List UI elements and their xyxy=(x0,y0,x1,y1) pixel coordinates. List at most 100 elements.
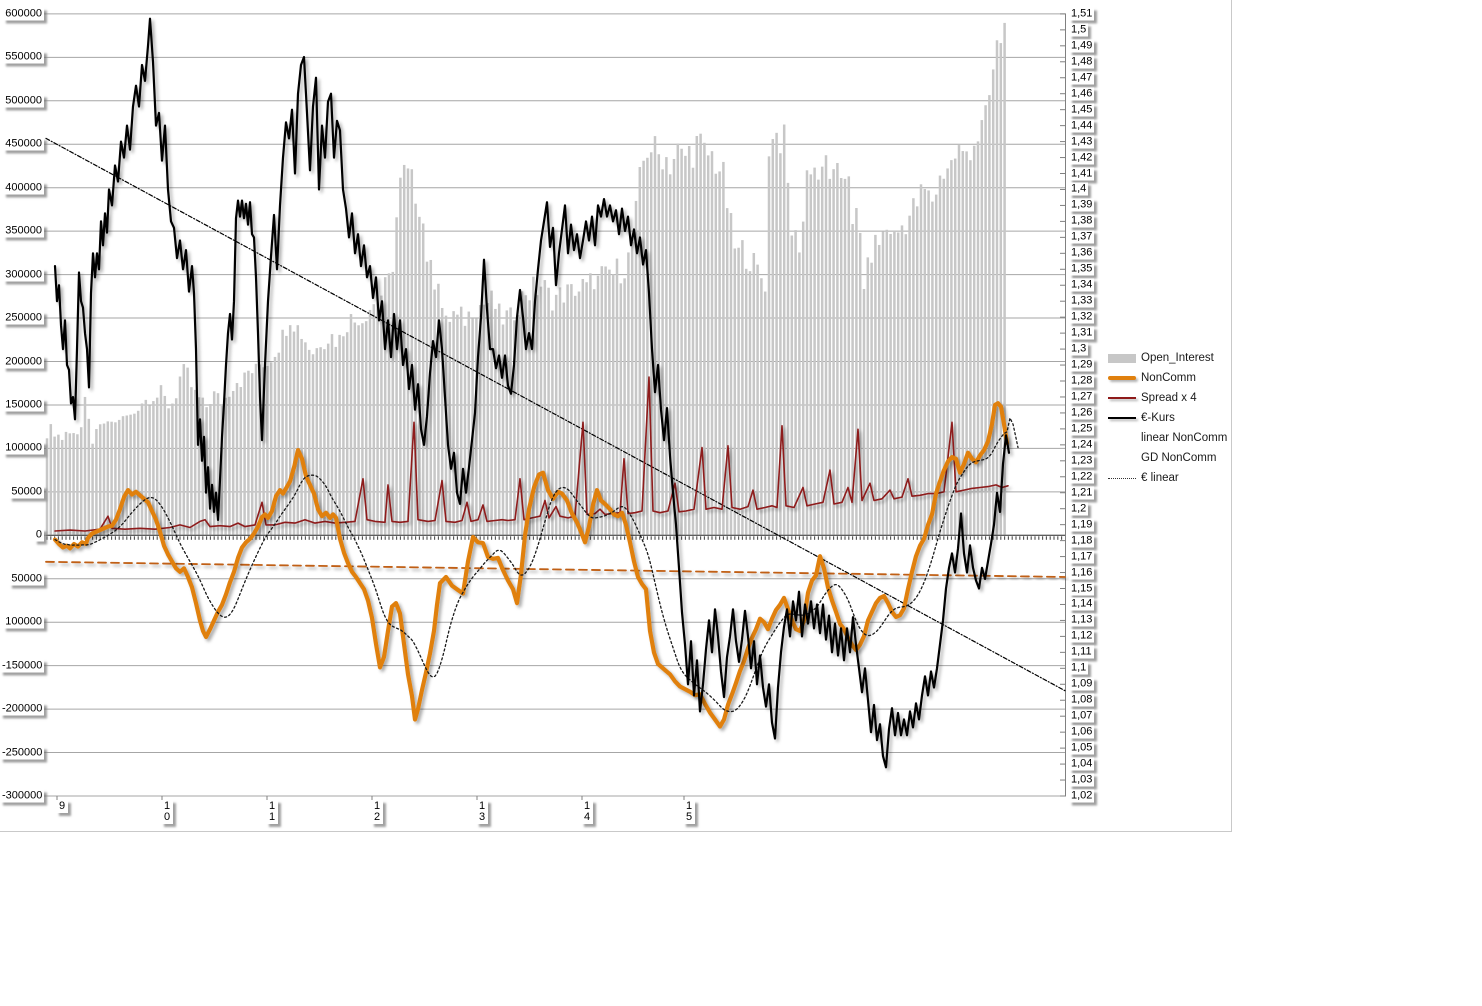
right-axis-tick-label: 1,39 xyxy=(1069,198,1095,212)
right-axis-tick-label: 1,5 xyxy=(1069,23,1089,37)
left-axis-tick-label: 400000 xyxy=(3,181,44,195)
right-axis-tick-label: 1,08 xyxy=(1069,693,1095,707)
right-axis-tick-label: 1,11 xyxy=(1069,645,1094,659)
legend-item-linear-noncomm: linear NonComm xyxy=(1108,428,1227,448)
left-axis-tick-label: 300000 xyxy=(3,268,44,282)
right-axis-tick-label: 1,3 xyxy=(1069,342,1089,356)
right-axis-tick-label: 1,47 xyxy=(1069,71,1095,85)
right-axis-tick-label: 1,29 xyxy=(1069,358,1095,372)
right-axis-tick-label: 1,18 xyxy=(1069,534,1095,548)
right-axis-tick-label: 1,51 xyxy=(1069,7,1095,21)
right-axis-tick-label: 1,28 xyxy=(1069,374,1095,388)
left-axis-tick-label: -150000 xyxy=(0,659,45,673)
right-axis-tick-label: 1,21 xyxy=(1069,486,1095,500)
right-axis-tick-label: 1,03 xyxy=(1069,773,1095,787)
right-axis-tick-label: 1,44 xyxy=(1069,119,1095,133)
right-axis-tick-label: 1,27 xyxy=(1069,390,1095,404)
left-axis-tick-label: 500000 xyxy=(3,94,44,108)
left-axis-tick-label: 450000 xyxy=(3,137,44,151)
right-axis-tick-label: 1,33 xyxy=(1069,294,1095,308)
legend-label: Open_Interest xyxy=(1141,352,1214,364)
right-axis-tick-label: 1,14 xyxy=(1069,597,1095,611)
left-axis-tick-label: 100000 xyxy=(3,441,44,455)
x-axis-year-label: 15 xyxy=(683,800,695,824)
legend-item-spread-x-4: Spread x 4 xyxy=(1108,388,1227,408)
legend-label: GD NonComm xyxy=(1141,452,1217,464)
left-axis-tick-label: 350000 xyxy=(3,224,44,238)
right-axis-tick-label: 1,41 xyxy=(1069,167,1095,180)
right-axis-tick-label: 1,4 xyxy=(1069,182,1089,196)
x-axis-year-label: 11 xyxy=(266,800,278,824)
legend-label: € linear xyxy=(1141,472,1179,484)
legend-item-open-interest: Open_Interest xyxy=(1108,348,1227,368)
right-axis-tick-label: 1,23 xyxy=(1069,454,1095,468)
left-axis-tick-label: 250000 xyxy=(3,311,44,325)
series-gd-noncomm xyxy=(54,417,1019,713)
series-eur-kurs xyxy=(53,17,1011,769)
right-axis-tick-label: 1,45 xyxy=(1069,103,1095,117)
chart-area: 600000 550000 500000 450000 400000 350000 3000… xyxy=(0,0,1232,832)
legend-swatch-thin-darkred xyxy=(1108,397,1136,399)
right-axis-tick-label: 1,15 xyxy=(1069,582,1095,595)
right-axis-tick-label: 1,48 xyxy=(1069,55,1095,69)
right-axis-tick-label: 1,13 xyxy=(1069,613,1095,627)
legend-swatch-thick-orange xyxy=(1108,376,1136,380)
left-axis-tick-label: 50000 xyxy=(9,572,44,586)
right-axis-tick-label: 1,34 xyxy=(1069,278,1095,292)
right-axis-tick-label: 1,38 xyxy=(1069,214,1095,228)
series-linear-noncomm xyxy=(45,560,1066,578)
chart-legend: Open_Interest NonComm Spread x 4 €-Kurs line… xyxy=(1108,348,1227,488)
x-axis-year-label: 13 xyxy=(476,800,488,824)
right-axis-tick-label: 1,09 xyxy=(1069,677,1095,691)
right-axis-tick-label: 1,31 xyxy=(1069,326,1095,340)
right-axis-tick-label: 1,26 xyxy=(1069,406,1095,420)
left-axis-tick-label: 150000 xyxy=(3,398,44,412)
legend-item-gd-noncomm: GD NonComm xyxy=(1108,448,1227,468)
right-axis-tick-label: 1,12 xyxy=(1069,629,1095,643)
right-axis-tick-label: 1,22 xyxy=(1069,470,1095,484)
category-axis xyxy=(46,534,1065,540)
legend-swatch-thin-black xyxy=(1108,417,1136,419)
right-axis-tick-label: 1,05 xyxy=(1069,741,1095,755)
right-axis-tick-label: 1,02 xyxy=(1069,789,1095,803)
right-axis-tick-label: 1,35 xyxy=(1069,262,1095,276)
x-axis-year-label: 12 xyxy=(371,800,383,824)
left-axis-tick-label: 600000 xyxy=(3,7,44,21)
right-axis-tick-label: 1,04 xyxy=(1069,757,1095,771)
left-axis-tick-label: -300000 xyxy=(0,789,45,803)
legend-label: NonComm xyxy=(1141,372,1196,384)
legend-item--kurs: €-Kurs xyxy=(1108,408,1227,428)
right-axis-tick-label: 1,07 xyxy=(1069,709,1095,723)
x-axis-year-label: 14 xyxy=(581,800,593,824)
right-axis-tick-label: 1,46 xyxy=(1069,87,1095,101)
right-axis-tick-label: 1,2 xyxy=(1069,502,1089,516)
right-axis-tick-label: 1,42 xyxy=(1069,151,1095,165)
legend-label: linear NonComm xyxy=(1141,432,1228,444)
right-axis-tick-label: 1,16 xyxy=(1069,566,1095,580)
x-axis-year-label: 9 xyxy=(56,800,68,813)
right-axis-tick-label: 1,43 xyxy=(1069,135,1095,149)
legend-item--linear: € linear xyxy=(1108,468,1227,488)
left-axis-tick-label: -200000 xyxy=(0,702,45,716)
left-axis-tick-label: 0 xyxy=(33,528,44,542)
legend-label: Spread x 4 xyxy=(1141,392,1197,404)
left-axis-tick-label: 50000 xyxy=(9,485,44,499)
right-axis-tick-label: 1,49 xyxy=(1069,39,1095,53)
legend-swatch-bar xyxy=(1108,353,1136,363)
legend-swatch-dotted-black xyxy=(1108,477,1136,479)
right-axis-tick-label: 1,37 xyxy=(1069,230,1095,244)
right-axis-tick-label: 1,25 xyxy=(1069,422,1095,436)
legend-label: €-Kurs xyxy=(1141,412,1175,424)
right-axis-tick-label: 1,32 xyxy=(1069,310,1095,324)
series-eur-linear xyxy=(45,137,1066,692)
right-axis-tick-label: 1,36 xyxy=(1069,246,1095,260)
right-axis-tick-label: 1,17 xyxy=(1069,550,1095,564)
right-axis-tick-label: 1,1 xyxy=(1069,661,1089,675)
left-axis-tick-label: -250000 xyxy=(0,746,45,760)
x-axis-year-label: 10 xyxy=(161,800,173,824)
left-axis-tick-label: 200000 xyxy=(3,355,44,368)
left-axis-tick-label: 550000 xyxy=(3,50,44,64)
left-axis-tick-label: 100000 xyxy=(3,615,44,629)
